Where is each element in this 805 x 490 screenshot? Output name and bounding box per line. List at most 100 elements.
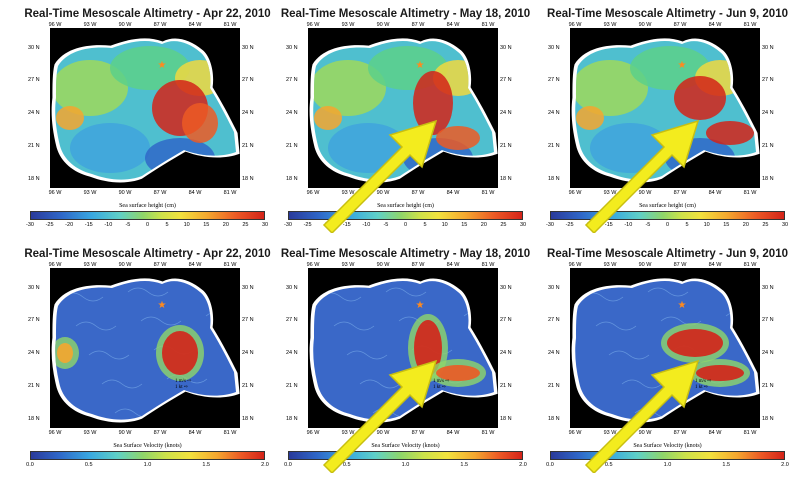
- longitude-label: 87 W: [153, 262, 167, 268]
- latitude-label: 27 N: [500, 317, 512, 323]
- colorbar-tick: -25: [565, 222, 574, 228]
- spill-site-star-icon: ★: [678, 300, 687, 311]
- longitude-label: 90 W: [638, 430, 652, 436]
- longitude-labels-top: 96 W 93 W 90 W 87 W 84 W 81 W: [278, 262, 533, 270]
- longitude-label: 81 W: [223, 430, 237, 436]
- panel-title: Real-Time Mesoscale Altimetry - May 18, …: [280, 248, 531, 260]
- latitude-label: 30 N: [548, 45, 560, 51]
- latitude-label: 24 N: [548, 110, 560, 116]
- longitude-label: 81 W: [481, 190, 495, 196]
- spill-site-star-icon: ★: [678, 60, 687, 71]
- longitude-label: 90 W: [638, 22, 652, 28]
- colorbar-ticks: 0.0 0.5 1.0 1.5 2.0: [546, 462, 789, 470]
- colorbar-tick: -20: [585, 222, 594, 228]
- colorbar-tick: -30: [284, 222, 292, 228]
- spill-site-star-icon: ★: [416, 300, 425, 311]
- ssh-anomaly: [313, 60, 386, 116]
- longitude-label: 90 W: [118, 22, 132, 28]
- current-streamline: [75, 321, 117, 331]
- velocity-scale-kt: 1 kt ⇨: [695, 385, 709, 390]
- colorbar-tick: 1.0: [401, 462, 410, 468]
- longitude-label: 87 W: [673, 430, 687, 436]
- longitude-label: 84 W: [708, 22, 722, 28]
- longitude-label: 90 W: [376, 190, 390, 196]
- longitude-labels-bottom: 96 W 93 W 90 W 87 W 84 W 81 W: [278, 430, 533, 438]
- ssh-anomaly: [706, 121, 754, 145]
- latitude-label: 24 N: [286, 110, 298, 116]
- longitude-labels-top: 96 W 93 W 90 W 87 W 84 W 81 W: [20, 22, 275, 30]
- colorbar-tick: 30: [781, 222, 789, 228]
- panel-title: Real-Time Mesoscale Altimetry - Apr 22, …: [24, 8, 271, 20]
- ssh-anomaly: [575, 60, 648, 116]
- latitude-label: 27 N: [242, 317, 254, 323]
- colorbar-tick: 5: [685, 222, 689, 228]
- ssh-anomaly: [182, 103, 218, 143]
- spill-site-star-icon: ★: [158, 300, 167, 311]
- latitude-label: 21 N: [286, 383, 298, 389]
- latitude-label: 30 N: [762, 45, 774, 51]
- latitude-label: 30 N: [548, 285, 560, 291]
- longitude-label: 87 W: [411, 262, 425, 268]
- latitude-label: 18 N: [286, 416, 298, 422]
- colorbar-tick: -15: [84, 222, 93, 228]
- colorbar-tick: 25: [500, 222, 507, 228]
- longitude-label: 93 W: [341, 262, 355, 268]
- gulf-of-mexico-map: ★: [570, 268, 760, 428]
- longitude-label: 84 W: [708, 430, 722, 436]
- panel-title: Real-Time Mesoscale Altimetry - Apr 22, …: [24, 248, 271, 260]
- longitude-label: 84 W: [708, 262, 722, 268]
- latitude-label: 30 N: [242, 45, 254, 51]
- colorbar-tick: 0.5: [342, 462, 351, 468]
- colorbar-tick: 0.0: [546, 462, 554, 468]
- longitude-label: 84 W: [708, 190, 722, 196]
- longitude-labels-bottom: 96 W 93 W 90 W 87 W 84 W 81 W: [20, 430, 275, 438]
- longitude-label: 84 W: [188, 190, 202, 196]
- colorbar-tick: -25: [45, 222, 54, 228]
- colorbar-tick: 20: [222, 222, 229, 228]
- ssh-anomaly: [70, 123, 150, 173]
- gulf-of-mexico-map: ★: [308, 28, 498, 188]
- longitude-label: 93 W: [603, 262, 617, 268]
- colorbar-tick: -5: [383, 222, 389, 228]
- colorbar: [288, 211, 523, 220]
- longitude-label: 84 W: [188, 430, 202, 436]
- longitude-label: 93 W: [603, 190, 617, 196]
- colorbar-tick: 0: [403, 222, 408, 228]
- longitude-label: 96 W: [568, 190, 582, 196]
- latitude-label: 18 N: [242, 416, 254, 422]
- colorbar-tick: 1.0: [143, 462, 152, 468]
- ssh-anomaly: [328, 123, 408, 173]
- longitude-label: 87 W: [411, 430, 425, 436]
- colorbar-tick: 30: [519, 222, 527, 228]
- longitude-label: 90 W: [638, 262, 652, 268]
- longitude-label: 90 W: [376, 430, 390, 436]
- current-streamline: [608, 350, 650, 360]
- gulf-of-mexico-map: ★: [50, 28, 240, 188]
- colorbar-ticks: -30 -25 -20 -15 -10 -5 0 5 10 15 20 25 30: [546, 222, 789, 230]
- latitude-label: 30 N: [28, 285, 40, 291]
- longitude-label: 84 W: [446, 430, 460, 436]
- longitude-label: 87 W: [673, 22, 687, 28]
- colorbar-tick: -5: [645, 222, 651, 228]
- latitude-label: 21 N: [28, 383, 40, 389]
- latitude-label: 24 N: [762, 110, 774, 116]
- ssh-anomaly: [110, 46, 190, 90]
- longitude-label: 96 W: [48, 190, 62, 196]
- latitude-label: 18 N: [500, 416, 512, 422]
- current-streamline: [333, 321, 375, 331]
- colorbar-tick: 0.5: [604, 462, 613, 468]
- latitude-label: 27 N: [762, 317, 774, 323]
- longitude-labels-top: 96 W 93 W 90 W 87 W 84 W 81 W: [278, 22, 533, 30]
- longitude-labels-top: 96 W 93 W 90 W 87 W 84 W 81 W: [540, 22, 795, 30]
- longitude-label: 90 W: [376, 262, 390, 268]
- colorbar-tick: -25: [303, 222, 312, 228]
- latitude-label: 30 N: [286, 45, 298, 51]
- longitude-label: 87 W: [673, 262, 687, 268]
- current-jet: [162, 331, 198, 375]
- ssh-anomaly: [436, 126, 480, 150]
- colorbar-tick: 0: [665, 222, 670, 228]
- colorbar-tick: 10: [703, 222, 710, 228]
- longitude-label: 87 W: [411, 190, 425, 196]
- latitude-label: 21 N: [500, 143, 512, 149]
- longitude-labels-top: 96 W 93 W 90 W 87 W 84 W 81 W: [540, 262, 795, 270]
